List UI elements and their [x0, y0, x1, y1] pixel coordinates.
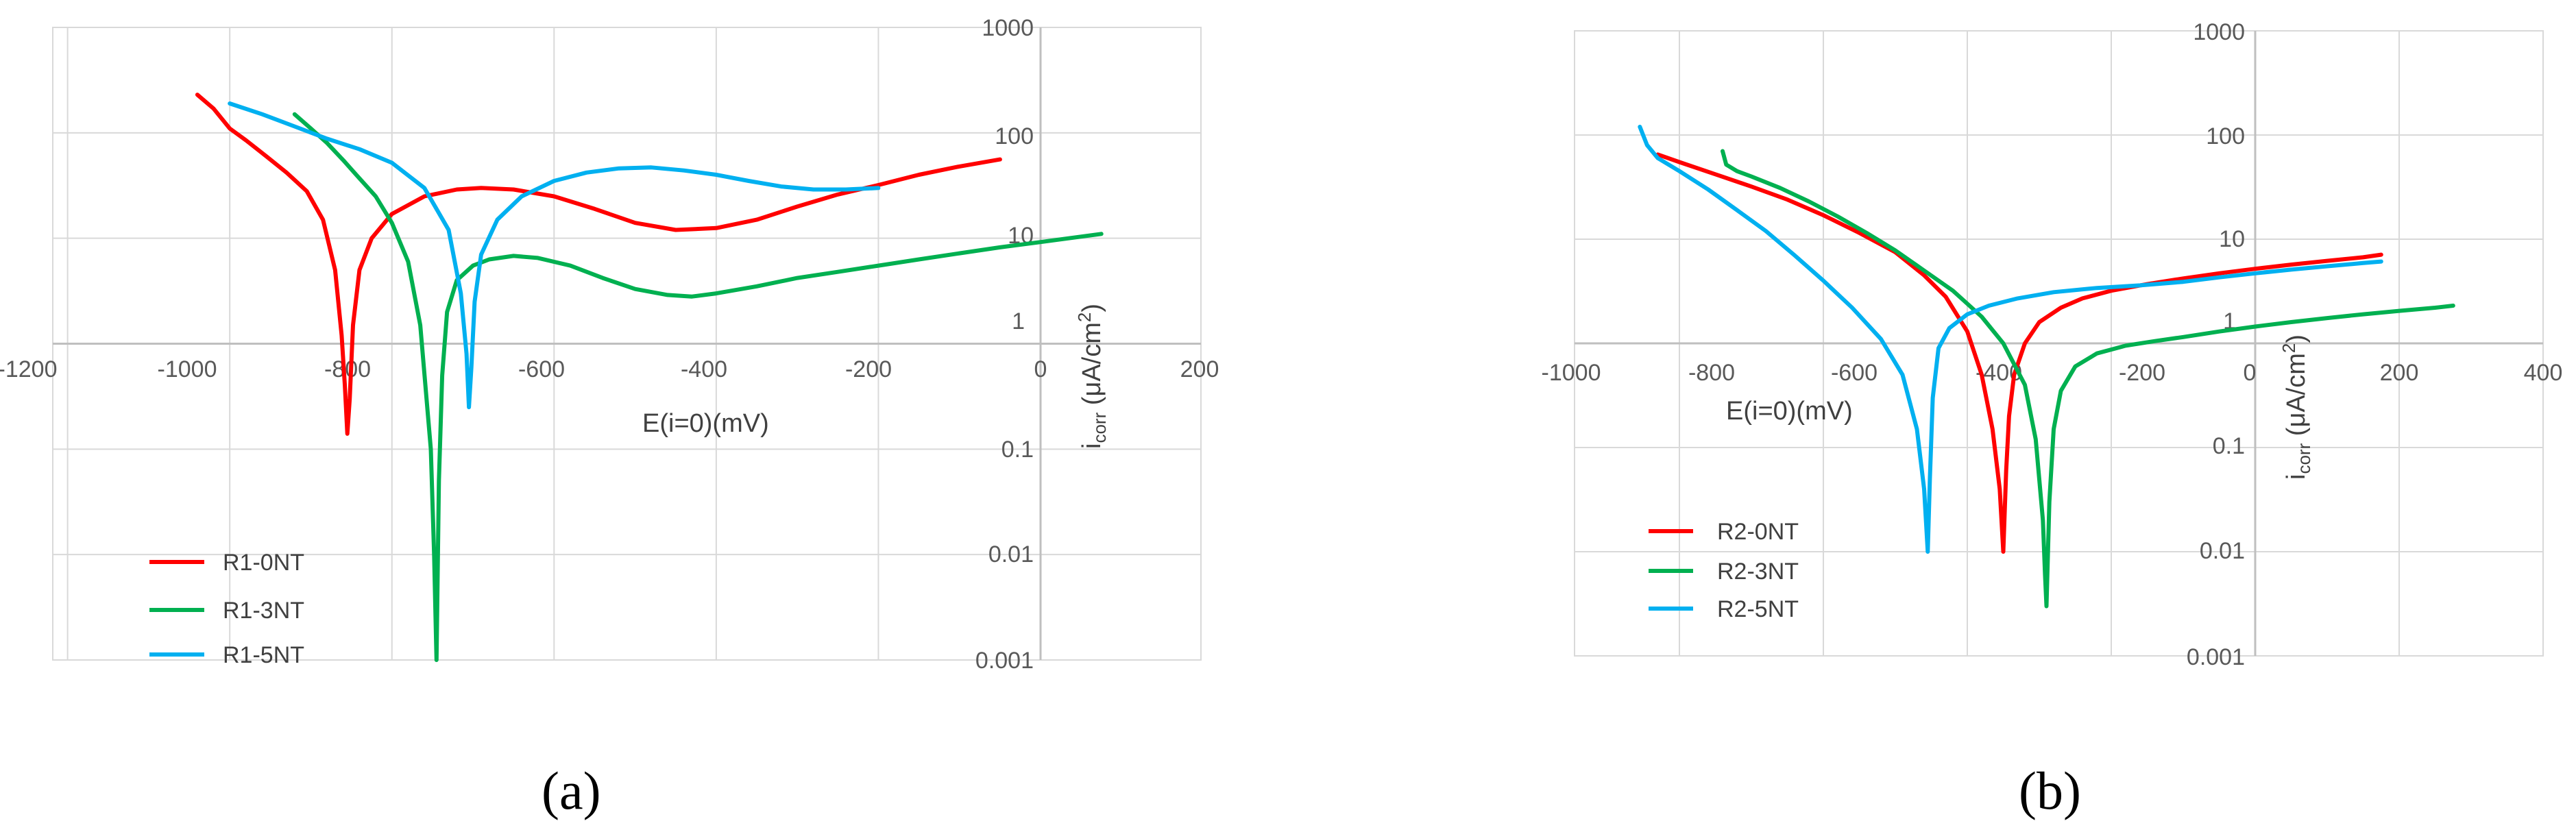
- y-tick-label: 100: [2206, 123, 2245, 149]
- x-tick-label: -200: [845, 356, 892, 382]
- y-tick-label: 0.01: [2200, 538, 2245, 564]
- y-tick-label: 1: [1012, 308, 1025, 334]
- x-tick-label: 400: [2524, 360, 2563, 386]
- x-tick-label: -800: [324, 356, 371, 382]
- series-line-r1-5nt: [228, 101, 881, 410]
- y-tick-label: 0.001: [2187, 644, 2245, 670]
- y-tick-label: 10: [2219, 226, 2245, 252]
- chart-b: -1000 -800 -600 -400 -200 0 200 400 1000…: [1542, 19, 2563, 820]
- gridlines-a: [52, 27, 1202, 661]
- series-line-r2-5nt: [1638, 125, 2383, 554]
- y-tick-label: 0.1: [2213, 433, 2245, 459]
- panel-label-b: (b): [2019, 761, 2081, 820]
- legend-a: R1-0NT R1-3NT R1-5NT: [149, 550, 304, 668]
- y-tick-label: 1000: [2193, 19, 2245, 45]
- y-axis-label-a: icorr (μA/cm2): [1074, 304, 1110, 449]
- panel-label-a: (a): [542, 761, 601, 820]
- y-tick-label: 0.001: [975, 648, 1034, 674]
- x-tick-label: -1000: [158, 356, 217, 382]
- x-tick-label: -600: [518, 356, 565, 382]
- y-tick-label: 0.1: [1001, 437, 1034, 463]
- y-tick-label: 0.01: [988, 541, 1034, 567]
- x-tick-label: -1200: [0, 356, 57, 382]
- series-line-r1-3nt: [292, 112, 1104, 662]
- x-tick-label: -1000: [1542, 360, 1601, 386]
- x-tick-label: -400: [681, 356, 727, 382]
- series-line-r2-0nt: [1655, 152, 2383, 554]
- x-tick-label: -200: [2119, 360, 2165, 386]
- y-axis-label-b: icorr (μA/cm2): [2279, 334, 2314, 480]
- y-tick-label: 100: [995, 123, 1034, 149]
- legend-b: R2-0NT R2-3NT R2-5NT: [1649, 519, 1799, 622]
- x-axis-label-b: E(i=0)(mV): [1726, 397, 1853, 426]
- x-tick-label: 0: [2244, 360, 2257, 386]
- legend-label: R2-0NT: [1717, 519, 1799, 545]
- x-axis-label-a: E(i=0)(mV): [642, 409, 769, 438]
- series-line-r2-3nt: [1721, 149, 2455, 609]
- legend-label: R2-3NT: [1717, 559, 1799, 585]
- x-tick-label: 200: [1180, 356, 1219, 382]
- legend-label: R2-5NT: [1717, 596, 1799, 622]
- legend-label: R1-3NT: [223, 598, 304, 624]
- x-tick-label: 0: [1034, 356, 1047, 382]
- series-line-r1-0nt: [195, 93, 1002, 436]
- series-group-a: [195, 93, 1104, 662]
- chart-a: -1200 -1000 -800 -600 -400 -200 0 200 10…: [0, 15, 1219, 820]
- x-tick-label: -800: [1688, 360, 1735, 386]
- legend-label: R1-5NT: [223, 642, 304, 668]
- x-tick-label: 200: [2380, 360, 2419, 386]
- series-group-b: [1638, 125, 2455, 609]
- x-tick-label: -600: [1831, 360, 1878, 386]
- y-tick-label: 1000: [982, 15, 1034, 41]
- legend-label: R1-0NT: [223, 550, 304, 576]
